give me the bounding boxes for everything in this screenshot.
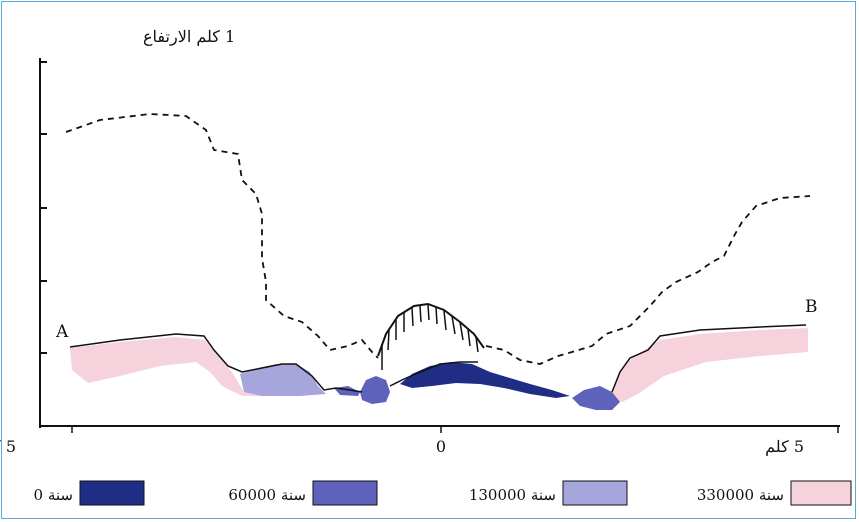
x-label-right: 5 كلم	[765, 437, 804, 456]
x-label-center: 0	[436, 437, 446, 456]
dashed-profile-right	[485, 195, 811, 365]
legend-label-2: 130000 سنة	[469, 486, 556, 504]
legend-swatch-0	[79, 480, 145, 506]
central-cone	[377, 302, 485, 357]
legend-swatch-1	[312, 480, 378, 506]
deposit-60000-right	[572, 386, 620, 410]
deposit-330000-left	[70, 337, 270, 396]
ground-profile-left	[69, 333, 363, 393]
dashed-profile-left	[65, 113, 379, 359]
deposit-130000	[240, 364, 326, 396]
legend-swatch-2	[562, 480, 628, 506]
y-axis-label: 1 كلم الارتفاع	[143, 27, 235, 46]
deposit-330000-right	[612, 328, 808, 402]
x-label-left: 5 كلم	[0, 437, 16, 456]
legend-label-0: 0 سنة	[34, 486, 73, 504]
deposit-0	[400, 362, 570, 398]
cone-hachures	[381, 304, 479, 370]
legend-label-3: 330000 سنة	[697, 486, 784, 504]
point-b-label: B	[805, 297, 818, 317]
legend: 0 سنة 60000 سنة 130000 سنة 330000 سنة	[34, 480, 852, 506]
legend-swatch-3	[790, 480, 852, 506]
point-a-label: A	[55, 322, 69, 342]
ground-profile-right	[611, 324, 807, 393]
ground-profile-center	[389, 361, 478, 387]
deposit-60000-left	[360, 376, 390, 404]
legend-label-1: 60000 سنة	[228, 486, 306, 504]
